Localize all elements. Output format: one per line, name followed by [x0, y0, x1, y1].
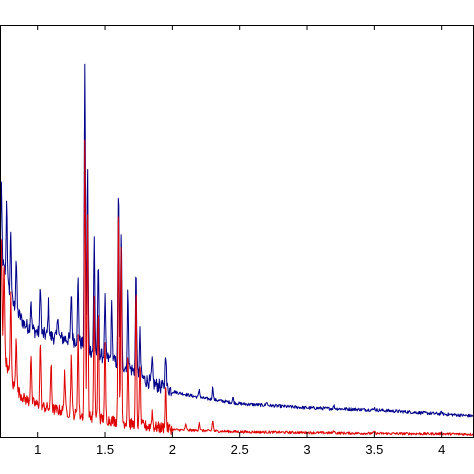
series-layer	[0, 63, 474, 436]
x-tick-label: 3.5	[365, 442, 383, 457]
x-tick-label: 2	[169, 442, 176, 457]
x-tick-label: 2.5	[231, 442, 249, 457]
x-tick-label: 1.5	[96, 442, 114, 457]
x-tick-label: 3	[303, 442, 310, 457]
x-tick-label: 1	[34, 442, 41, 457]
series-line-1	[0, 63, 474, 418]
series-line-2	[0, 139, 474, 436]
x-axis-ticks: 1 1.5 2 2.5 3 3.5 4	[34, 25, 445, 457]
x-tick-label: 4	[438, 442, 445, 457]
